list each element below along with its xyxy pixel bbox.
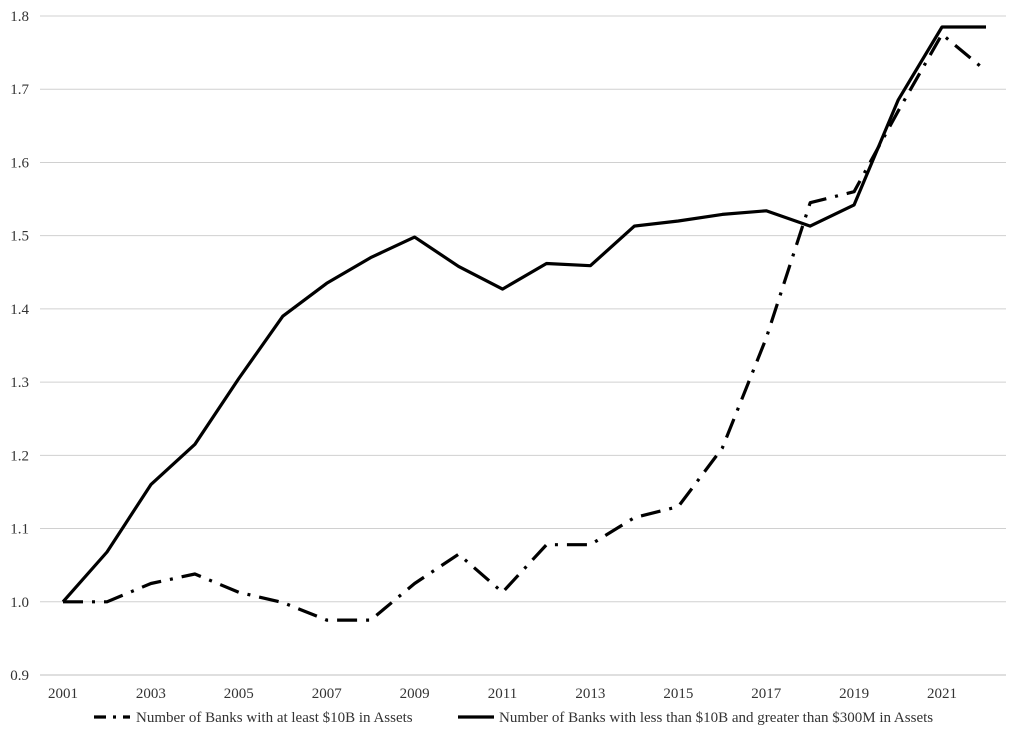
legend: Number of Banks with at least $10B in As…	[94, 710, 933, 726]
series-lines	[61, 25, 988, 622]
x-tick-label: 2005	[224, 686, 254, 702]
x-tick-label: 2003	[136, 686, 166, 702]
legend-label: Number of Banks with at least $10B in As…	[136, 710, 413, 726]
x-tick-label: 2015	[663, 686, 693, 702]
y-tick-label: 1.6	[10, 155, 29, 171]
y-tick-label: 1.5	[10, 229, 29, 245]
legend-label: Number of Banks with less than $10B and …	[499, 710, 933, 726]
x-tick-label: 2001	[48, 686, 78, 702]
y-tick-label: 1.3	[10, 375, 29, 391]
gridlines	[40, 15, 1006, 603]
x-tick-label: 2013	[575, 686, 605, 702]
x-tick-label: 2019	[839, 686, 869, 702]
y-tick-label: 1.2	[10, 448, 29, 464]
y-tick-label: 0.9	[10, 668, 29, 684]
x-tick-label: 2017	[751, 686, 782, 702]
y-tick-label: 1.8	[10, 9, 29, 25]
x-tick-label: 2021	[927, 686, 957, 702]
y-tick-label: 1.1	[10, 522, 29, 538]
y-tick-label: 1.4	[10, 302, 29, 318]
y-tick-label: 1.0	[10, 595, 29, 611]
x-tick-label: 2009	[400, 686, 430, 702]
x-tick-label: 2007	[312, 686, 343, 702]
x-tick-label: 2011	[488, 686, 517, 702]
series-line-300m-10b	[61, 25, 986, 603]
y-axis-ticks: 0.9 1.0 1.1 1.2 1.3 1.4 1.5 1.6 1.7 1.8	[10, 9, 29, 684]
series-line-10b-plus	[63, 32, 988, 622]
y-tick-label: 1.7	[10, 82, 29, 98]
x-axis-ticks: 2001 2003 2005 2007 2009 2011 2013 2015 2017 2019…	[48, 686, 957, 702]
